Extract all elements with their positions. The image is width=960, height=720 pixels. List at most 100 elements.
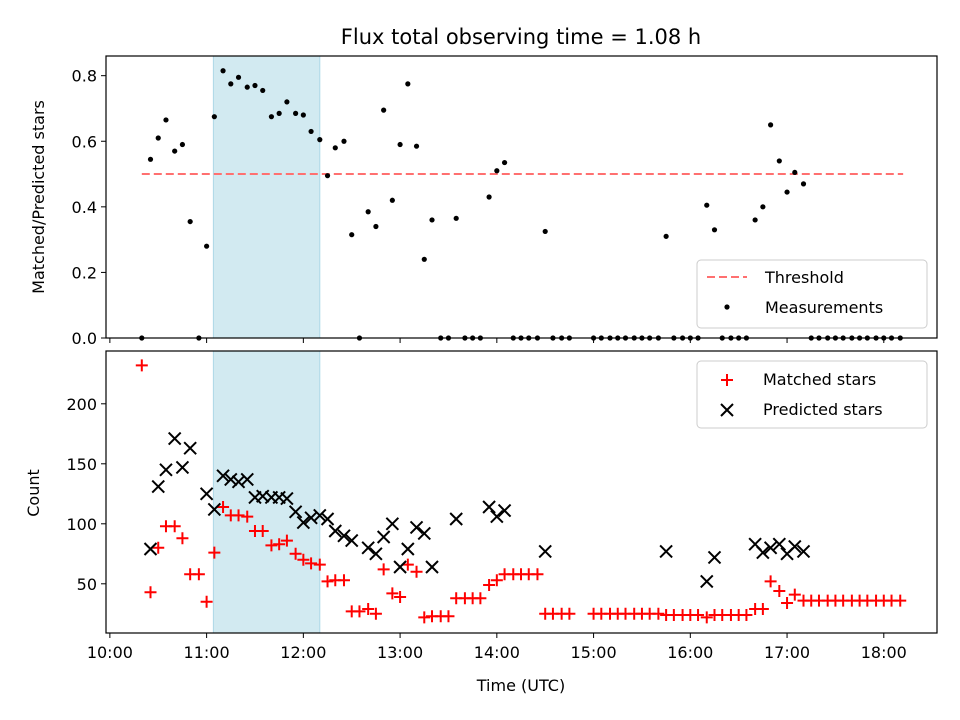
- predicted-stars-point: [151, 479, 165, 494]
- measurement-point: [349, 232, 355, 238]
- matched-stars-point: [894, 594, 907, 607]
- measurement-point: [163, 117, 169, 123]
- matched-stars-point: [297, 553, 310, 566]
- predicted-stars-point: [240, 472, 254, 487]
- x-tick-label: 15:00: [571, 643, 617, 662]
- measurement-point: [413, 143, 420, 149]
- measurement-point: [373, 223, 379, 230]
- matched-stars-point: [652, 607, 665, 620]
- bottom-y-tick-label: 100: [66, 515, 97, 534]
- predicted-stars-point: [216, 469, 230, 483]
- predicted-stars-point: [417, 526, 431, 541]
- predicted-stars-point: [763, 541, 778, 555]
- measurement-point: [308, 128, 314, 135]
- predicted-stars-point: [788, 539, 802, 554]
- measurement-point: [381, 107, 387, 113]
- count-panel: 50 100 150 200 10:00 11:00 12:00 13:00 14:00 15:0…: [66, 350, 938, 662]
- measurement-point: [429, 217, 435, 223]
- predicted-stars-point: [376, 530, 391, 544]
- matched-stars-point: [442, 610, 455, 623]
- matched-stars-point: [483, 579, 496, 591]
- top-legend: Threshold Measurements: [696, 259, 928, 329]
- predicted-stars-point: [772, 537, 787, 551]
- bottom-legend: Matched stars Predicted stars: [696, 360, 928, 429]
- matched-stars-point: [773, 585, 786, 597]
- measurement-point: [204, 243, 210, 249]
- matched-stars-point: [135, 359, 148, 372]
- x-tick-label: 10:00: [87, 643, 133, 662]
- bottom-y-tick-label: 50: [77, 575, 97, 594]
- predicted-stars-point: [143, 542, 158, 556]
- predicted-stars-point: [409, 520, 424, 535]
- predicted-stars-point: [659, 544, 673, 559]
- measurement-point: [792, 169, 798, 176]
- predicted-stars-point: [401, 542, 415, 556]
- matched-stars-point: [692, 609, 705, 621]
- matched-stars-point: [740, 609, 753, 621]
- measurement-point: [220, 68, 226, 74]
- measurement-point: [147, 156, 154, 162]
- measurement-point: [268, 114, 275, 120]
- x-tick-label: 14:00: [474, 643, 520, 662]
- matched-stars-point: [200, 595, 213, 608]
- matched-stars-point: [192, 568, 205, 581]
- matched-stars-point: [168, 520, 181, 533]
- matched-stars-point: [394, 591, 407, 603]
- measurement-point: [284, 99, 290, 105]
- matched-stars-point: [353, 605, 366, 618]
- measurement-point: [300, 112, 306, 118]
- measurement-point: [389, 197, 395, 203]
- measurement-point: [405, 81, 411, 87]
- top-axes-frame: [105, 55, 938, 339]
- predicted-stars-point: [538, 544, 552, 559]
- bottom-y-axis-label: Count: [24, 469, 43, 517]
- predicted-stars-point: [159, 463, 173, 477]
- legend-predicted-label: Predicted stars: [763, 400, 883, 419]
- top-y-tick-label: 0.8: [72, 67, 97, 86]
- matched-stars-point: [321, 575, 334, 588]
- matched-stars-point: [700, 611, 713, 624]
- matched-stars-point: [305, 557, 318, 570]
- predicted-stars-point: [304, 511, 318, 525]
- matched-stars-point: [313, 558, 326, 571]
- measurement-point: [293, 110, 299, 116]
- top-y-tick-label: 0.0: [72, 329, 97, 348]
- matched-stars-point: [289, 547, 302, 560]
- measurement-point: [172, 148, 178, 154]
- predicted-stars-point: [756, 545, 770, 560]
- top-y-tick-label: 0.6: [72, 132, 97, 151]
- matched-stars-point: [410, 565, 423, 578]
- measurement-point: [179, 141, 186, 148]
- x-tick-label: 12:00: [280, 643, 326, 662]
- predicted-stars-point: [449, 512, 463, 526]
- matched-stars-point: [232, 509, 245, 522]
- top-y-tick-label: 0.2: [72, 263, 97, 282]
- matched-stars-point: [563, 607, 576, 620]
- matched-stars-point: [490, 574, 503, 587]
- matched-stars-point: [337, 574, 350, 587]
- matched-stars-point: [280, 534, 293, 547]
- measurement-point: [542, 228, 548, 235]
- measurement-point: [397, 141, 403, 148]
- predicted-stars-point: [393, 560, 407, 574]
- matched-stars-point: [781, 597, 794, 609]
- bottom-legend-box: [696, 360, 928, 429]
- legend-matched-label: Matched stars: [763, 370, 876, 389]
- x-tick-label: 13:00: [377, 643, 423, 662]
- measurement-point: [211, 114, 217, 120]
- matched-stars-point: [474, 592, 487, 605]
- predicted-stars-point: [280, 491, 294, 506]
- measurement-point: [332, 145, 338, 151]
- predicted-stars-point: [288, 505, 303, 519]
- bottom-y-tick-label: 200: [66, 395, 97, 414]
- matched-stars-point: [208, 546, 221, 559]
- legend-threshold-label: Threshold: [764, 268, 844, 287]
- matched-stars-point: [386, 587, 399, 600]
- matched-stars-point: [144, 586, 157, 599]
- measurement-point: [784, 189, 790, 195]
- measurement-point: [252, 82, 258, 89]
- matched-stars-point: [531, 568, 544, 581]
- matched-stars-point: [273, 538, 286, 551]
- predicted-stars-point: [320, 512, 335, 526]
